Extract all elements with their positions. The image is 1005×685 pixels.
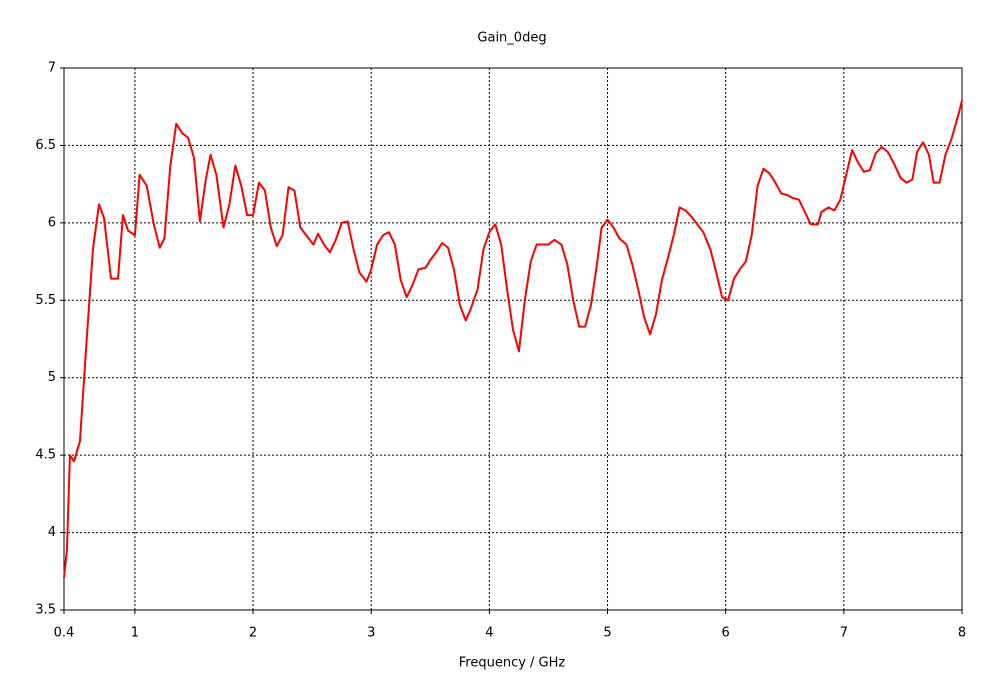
x-tick-label: 3: [367, 626, 375, 641]
x-tick-label: 8: [958, 626, 966, 641]
y-tick-label: 5: [48, 370, 56, 385]
x-tick-label: 4: [485, 626, 493, 641]
y-tick-label: 6.5: [35, 138, 56, 153]
x-tick-label: 6: [722, 626, 730, 641]
y-tick-label: 6: [48, 215, 56, 230]
y-tick-label: 3.5: [35, 603, 56, 618]
chart-title: Gain_0deg: [477, 31, 546, 46]
x-tick-label: 0.4: [54, 626, 75, 641]
x-tick-label: 1: [131, 626, 139, 641]
x-tick-label: 5: [603, 626, 611, 641]
y-tick-label: 4: [48, 525, 56, 540]
plot-frame: [63, 67, 963, 611]
data-line: [63, 100, 963, 578]
y-tick-label: 4.5: [35, 448, 56, 463]
x-axis-label: Frequency / GHz: [459, 656, 566, 671]
x-tick-label: 7: [840, 626, 848, 641]
x-tick-label: 2: [249, 626, 257, 641]
y-tick-label: 7: [48, 61, 56, 76]
y-tick-label: 5.5: [35, 293, 56, 308]
